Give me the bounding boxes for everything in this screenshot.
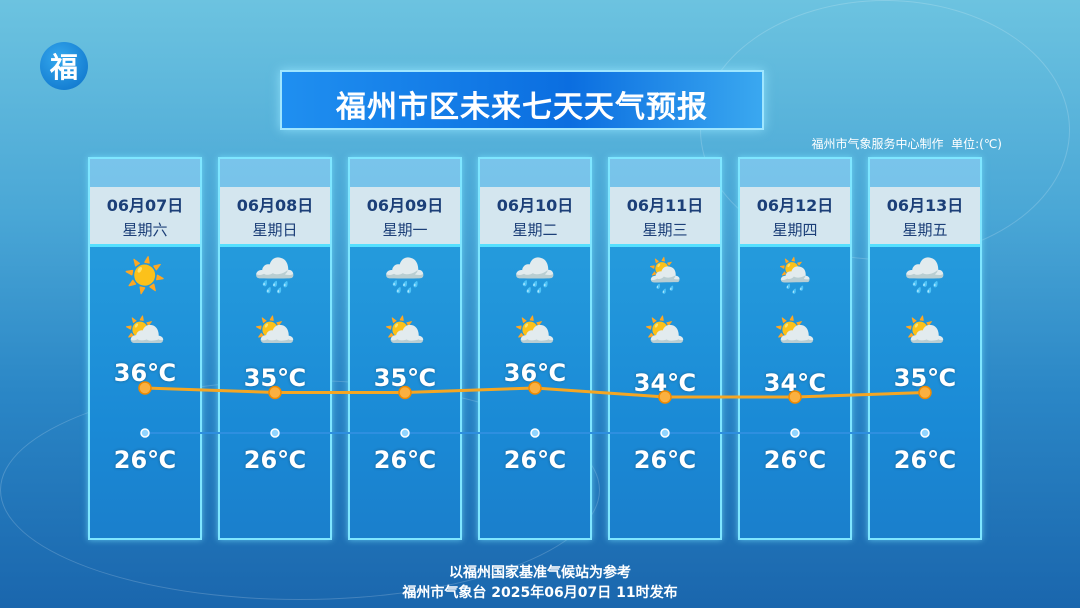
footer-reference: 以福州国家基准气候站为参考 [449,565,631,581]
date: 06月12日 [756,196,834,215]
cloudy-rain-icon: 🌧️ [513,256,557,296]
cloudy-rain-icon: 🌧️ [383,256,427,296]
date: 06月13日 [886,196,964,215]
high-temp: 35℃ [893,364,957,392]
credit: 福州市气象服务中心制作 单位:(℃) [811,135,1002,152]
cloudy-rain-icon: 🌧️ [903,256,947,296]
weekday: 星期四 [772,221,818,239]
low-temp: 26℃ [503,446,567,474]
day-card: 06月07日 星期六 ☀️ ⛅ 36℃ 26℃ [88,157,202,540]
weekday: 星期六 [122,221,168,239]
day-card: 06月09日 星期一 🌧️ ⛅ 35℃ 26℃ [348,157,462,540]
day-card: 06月10日 星期二 🌧️ ⛅ 36℃ 26℃ [478,157,592,540]
card-header: 06月10日 星期二 [480,187,590,247]
card-top [740,159,850,187]
weekday: 星期日 [252,221,298,239]
cloudy-light-rain-icon: 🌦️ [643,256,687,296]
high-temp: 34℃ [633,369,697,397]
card-top [220,159,330,187]
footer-issued: 福州市气象台 2025年06月07日 11时发布 [402,585,678,601]
partly-cloudy-icon: ⛅ [903,311,947,351]
day-card: 06月13日 星期五 🌧️ ⛅ 35℃ 26℃ [868,157,982,540]
high-temp: 36℃ [503,359,567,387]
card-header: 06月09日 星期一 [350,187,460,247]
high-temp: 35℃ [373,364,437,392]
low-temp: 26℃ [243,446,307,474]
low-temp: 26℃ [633,446,697,474]
unit-text: 单位:(℃) [951,137,1002,151]
partly-cloudy-icon: ⛅ [383,311,427,351]
partly-cloudy-icon: ⛅ [123,311,167,351]
card-top [870,159,980,187]
partly-cloudy-icon: ⛅ [773,311,817,351]
card-header: 06月08日 星期日 [220,187,330,247]
logo-text: 福 [49,51,78,84]
card-top [90,159,200,187]
low-temp: 26℃ [893,446,957,474]
title-banner: 福州市区未来七天天气预报 [280,70,764,130]
high-temp: 35℃ [243,364,307,392]
partly-cloudy-icon: ⛅ [643,311,687,351]
weekday: 星期三 [642,221,688,239]
card-header: 06月13日 星期五 [870,187,980,247]
partly-cloudy-icon: ⛅ [253,311,297,351]
low-temp: 26℃ [763,446,827,474]
card-header: 06月11日 星期三 [610,187,720,247]
high-temp: 36℃ [113,359,177,387]
logo: 福 [40,42,88,90]
weekday: 星期一 [382,221,428,239]
weekday: 星期二 [512,221,558,239]
cloudy-light-rain-icon: 🌦️ [773,256,817,296]
weekday: 星期五 [902,221,948,239]
day-card: 06月11日 星期三 🌦️ ⛅ 34℃ 26℃ [608,157,722,540]
card-header: 06月12日 星期四 [740,187,850,247]
card-top [350,159,460,187]
page-title: 福州市区未来七天天气预报 [336,90,708,125]
date: 06月07日 [106,196,184,215]
day-card: 06月08日 星期日 🌧️ ⛅ 35℃ 26℃ [218,157,332,540]
credit-text: 福州市气象服务中心制作 [811,137,944,151]
cloudy-rain-icon: 🌧️ [253,256,297,296]
high-temp: 34℃ [763,369,827,397]
date: 06月11日 [626,196,704,215]
date: 06月10日 [496,196,574,215]
sunny-icon: ☀️ [123,256,167,296]
low-temp: 26℃ [373,446,437,474]
low-temp: 26℃ [113,446,177,474]
date: 06月09日 [366,196,444,215]
date: 06月08日 [236,196,314,215]
card-top [480,159,590,187]
partly-cloudy-icon: ⛅ [513,311,557,351]
day-card: 06月12日 星期四 🌦️ ⛅ 34℃ 26℃ [738,157,852,540]
card-top [610,159,720,187]
card-header: 06月07日 星期六 [90,187,200,247]
